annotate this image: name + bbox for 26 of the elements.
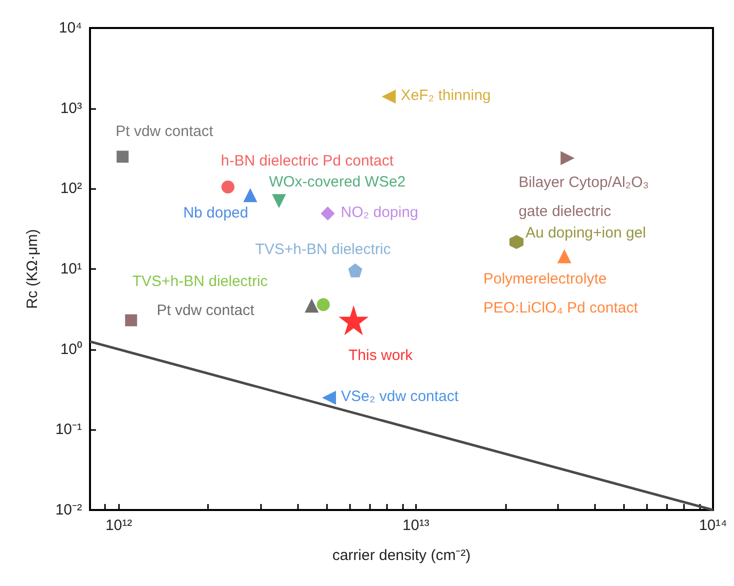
- y-tick-label: 10¹: [60, 260, 82, 278]
- y-tick-label: 10⁴: [58, 20, 82, 36]
- x-tick-label: 10¹²: [105, 517, 132, 534]
- series-label: Au doping+ion gel: [525, 224, 646, 242]
- y-tick-label: 10³: [60, 100, 82, 117]
- y-tick-label: 10⁰: [60, 340, 82, 358]
- y-tick-label: 10²: [60, 180, 82, 198]
- x-tick-label: 10¹⁴: [698, 517, 728, 534]
- y-axis-title: Rc (KΩ·μm): [24, 229, 41, 309]
- text: Pt vdw contact: [156, 302, 256, 320]
- series-label: XeF₂ thinning: [400, 87, 491, 104]
- x-tick-label: 10¹³: [402, 517, 430, 534]
- series-label: VSe₂ vdw contact: [341, 388, 460, 406]
- series-label: h-BN dielectric Pd contact: [220, 152, 394, 170]
- series-label: This work: [348, 346, 414, 364]
- text: Bilayer Cytop/Al₂O₃ gate dielectric: [518, 174, 649, 220]
- text: TVS+h-BN dielectric: [132, 273, 268, 290]
- y-tick-label: 10⁻¹: [55, 421, 82, 438]
- text: TVS+h-BN dielectric: [255, 240, 392, 258]
- series-label: Pt vdw contact: [116, 123, 214, 140]
- series-label: Nb doped: [183, 204, 248, 222]
- series-label: WOx-covered WSe2: [268, 174, 406, 191]
- y-tick-label: 10⁻²: [55, 502, 82, 518]
- series-label: Polymerelectrolyte PEO:LiClO₄ Pd contact: [483, 270, 639, 316]
- x-axis-title: carrier density (cm⁻²): [332, 547, 471, 564]
- series-label: NO₂ doping: [340, 204, 418, 222]
